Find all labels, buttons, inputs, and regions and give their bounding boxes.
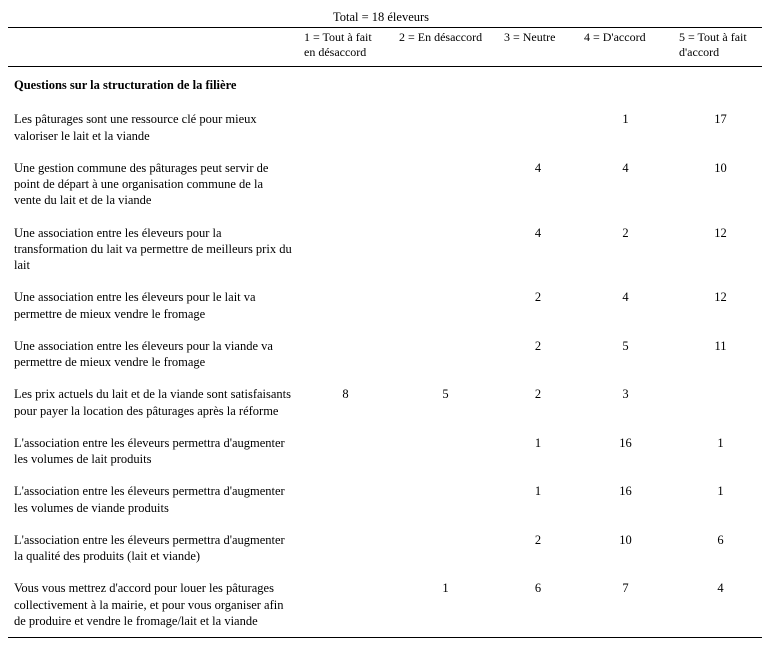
value-cell-c1 — [298, 281, 393, 330]
value-cell-c3: 2 — [498, 378, 578, 427]
question-cell: Une gestion commune des pâturages peut s… — [8, 152, 298, 217]
value-cell-c5: 6 — [673, 524, 762, 573]
value-cell-c1 — [298, 572, 393, 637]
value-cell-c2 — [393, 475, 498, 524]
table-row: Une association entre les éleveurs pour … — [8, 281, 762, 330]
question-cell: Une association entre les éleveurs pour … — [8, 330, 298, 379]
header-col5-line2: d'accord — [679, 45, 719, 59]
value-cell-c4: 10 — [578, 524, 673, 573]
value-cell-c5: 17 — [673, 103, 762, 152]
value-cell-c1 — [298, 103, 393, 152]
value-cell-c5: 10 — [673, 152, 762, 217]
header-col1-line2: en désaccord — [304, 45, 366, 59]
header-col1: 1 = Tout à fait en désaccord — [298, 28, 393, 67]
value-cell-c3: 2 — [498, 330, 578, 379]
value-cell-c4: 16 — [578, 427, 673, 476]
value-cell-c5: 12 — [673, 281, 762, 330]
survey-table: 1 = Tout à fait en désaccord 2 = En désa… — [8, 27, 762, 638]
question-cell: L'association entre les éleveurs permett… — [8, 475, 298, 524]
table-body: Questions sur la structuration de la fil… — [8, 67, 762, 638]
value-cell-c3: 2 — [498, 524, 578, 573]
value-cell-c5: 4 — [673, 572, 762, 637]
value-cell-c1 — [298, 152, 393, 217]
value-cell-c4: 1 — [578, 103, 673, 152]
value-cell-c2: 5 — [393, 378, 498, 427]
table-row: Une gestion commune des pâturages peut s… — [8, 152, 762, 217]
value-cell-c5: 1 — [673, 475, 762, 524]
question-cell: L'association entre les éleveurs permett… — [8, 524, 298, 573]
header-col3: 3 = Neutre — [498, 28, 578, 67]
value-cell-c2 — [393, 427, 498, 476]
question-cell: Une association entre les éleveurs pour … — [8, 217, 298, 282]
value-cell-c2 — [393, 524, 498, 573]
value-cell-c3: 6 — [498, 572, 578, 637]
value-cell-c1 — [298, 217, 393, 282]
table-row: Une association entre les éleveurs pour … — [8, 330, 762, 379]
header-col5-line1: 5 = Tout à fait — [679, 30, 747, 44]
section-row: Questions sur la structuration de la fil… — [8, 67, 762, 104]
value-cell-c4: 3 — [578, 378, 673, 427]
value-cell-c4: 16 — [578, 475, 673, 524]
value-cell-c1 — [298, 475, 393, 524]
value-cell-c4: 5 — [578, 330, 673, 379]
value-cell-c5 — [673, 378, 762, 427]
value-cell-c5: 12 — [673, 217, 762, 282]
value-cell-c4: 2 — [578, 217, 673, 282]
table-row: L'association entre les éleveurs permett… — [8, 524, 762, 573]
value-cell-c3: 2 — [498, 281, 578, 330]
value-cell-c3: 1 — [498, 427, 578, 476]
header-questions — [8, 28, 298, 67]
value-cell-c2: 1 — [393, 572, 498, 637]
value-cell-c4: 4 — [578, 281, 673, 330]
header-col5: 5 = Tout à fait d'accord — [673, 28, 762, 67]
value-cell-c2 — [393, 330, 498, 379]
header-row: 1 = Tout à fait en désaccord 2 = En désa… — [8, 28, 762, 67]
value-cell-c2 — [393, 217, 498, 282]
question-cell: Les pâturages sont une ressource clé pou… — [8, 103, 298, 152]
question-cell: Vous vous mettrez d'accord pour louer le… — [8, 572, 298, 637]
table-row: Une association entre les éleveurs pour … — [8, 217, 762, 282]
question-cell: Les prix actuels du lait et de la viande… — [8, 378, 298, 427]
table-row: Vous vous mettrez d'accord pour louer le… — [8, 572, 762, 637]
table-row: L'association entre les éleveurs permett… — [8, 475, 762, 524]
value-cell-c4: 7 — [578, 572, 673, 637]
value-cell-c3 — [498, 103, 578, 152]
value-cell-c3: 4 — [498, 217, 578, 282]
table-row: Les prix actuels du lait et de la viande… — [8, 378, 762, 427]
value-cell-c2 — [393, 152, 498, 217]
question-cell: Une association entre les éleveurs pour … — [8, 281, 298, 330]
table-row: Les pâturages sont une ressource clé pou… — [8, 103, 762, 152]
value-cell-c1 — [298, 427, 393, 476]
value-cell-c2 — [393, 281, 498, 330]
value-cell-c1 — [298, 524, 393, 573]
value-cell-c3: 1 — [498, 475, 578, 524]
section-title: Questions sur la structuration de la fil… — [8, 67, 762, 104]
question-cell: L'association entre les éleveurs permett… — [8, 427, 298, 476]
value-cell-c5: 11 — [673, 330, 762, 379]
value-cell-c2 — [393, 103, 498, 152]
header-col1-line1: 1 = Tout à fait — [304, 30, 372, 44]
value-cell-c1 — [298, 330, 393, 379]
value-cell-c1: 8 — [298, 378, 393, 427]
value-cell-c4: 4 — [578, 152, 673, 217]
total-label: Total = 18 éleveurs — [8, 10, 754, 25]
table-row: L'association entre les éleveurs permett… — [8, 427, 762, 476]
header-col2: 2 = En désaccord — [393, 28, 498, 67]
value-cell-c3: 4 — [498, 152, 578, 217]
value-cell-c5: 1 — [673, 427, 762, 476]
header-col4: 4 = D'accord — [578, 28, 673, 67]
